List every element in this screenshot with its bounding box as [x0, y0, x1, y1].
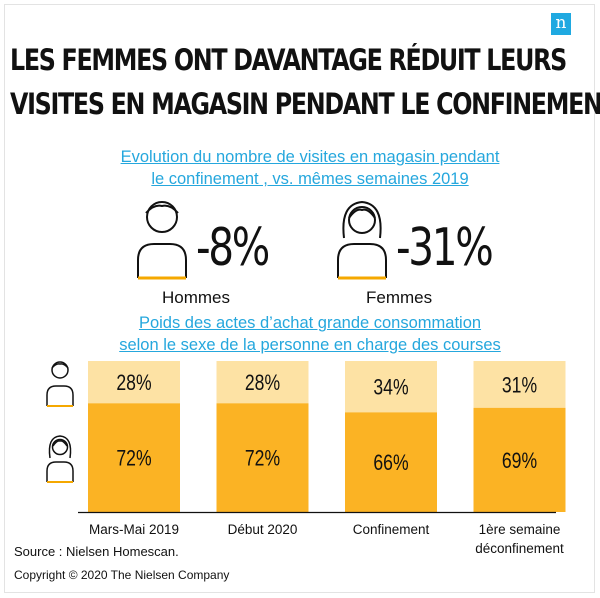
men-bar-segment [345, 361, 437, 413]
men-bar-segment [473, 361, 566, 408]
source-note: Source : Nielsen Homescan. [14, 544, 179, 559]
woman-legend-icon [46, 435, 74, 483]
men-bar-segment [88, 361, 180, 404]
men-visits-change: -8% [196, 218, 270, 278]
women-data-label: 66% [373, 451, 408, 475]
women-bar-segment [345, 412, 437, 512]
women-bar-segment [473, 407, 566, 512]
women-data-label: 72% [245, 447, 280, 471]
men-data-label: 28% [245, 371, 280, 395]
men-label: Hommes [162, 288, 231, 307]
women-data-label: 69% [502, 449, 537, 473]
category-tick-label: 1ère semaine [479, 522, 561, 537]
men-data-label: 34% [373, 376, 408, 400]
category-tick-label: déconfinement [475, 541, 564, 556]
category-tick-label: Début 2020 [228, 522, 298, 537]
women-bar-segment [216, 403, 309, 512]
woman-icon [337, 200, 387, 280]
man-icon [137, 201, 187, 280]
category-tick-label: Mars-Mai 2019 [89, 522, 179, 537]
man-legend-icon [46, 361, 74, 407]
visits-subtitle[interactable]: Evolution du nombre de visites en magasi… [60, 146, 560, 190]
men-data-label: 31% [502, 374, 537, 398]
men-bar-segment [216, 361, 309, 404]
visits-subtitle-line-1[interactable]: Evolution du nombre de visites en magasi… [120, 148, 500, 166]
women-bar-segment [88, 403, 180, 512]
infographic-frame [4, 4, 595, 593]
weight-subtitle[interactable]: Poids des actes d’achat grande consommat… [60, 312, 560, 356]
category-tick-label: Confinement [353, 522, 430, 537]
men-data-label: 28% [116, 371, 151, 395]
nielsen-logo: n [551, 13, 571, 35]
women-label: Femmes [366, 288, 433, 307]
women-visits-change: -31% [396, 218, 494, 278]
copyright-note: Copyright © 2020 The Nielsen Company [14, 568, 230, 582]
title-line-1: LES FEMMES ONT DAVANTAGE RÉDUIT LEURS [10, 43, 567, 77]
visits-subtitle-line-2[interactable]: le confinement , vs. mêmes semaines 2019 [151, 170, 469, 188]
weight-subtitle-line-2[interactable]: selon le sexe de la personne en charge d… [119, 336, 501, 354]
women-data-label: 72% [116, 447, 151, 471]
weight-subtitle-line-1[interactable]: Poids des actes d’achat grande consommat… [138, 314, 482, 332]
